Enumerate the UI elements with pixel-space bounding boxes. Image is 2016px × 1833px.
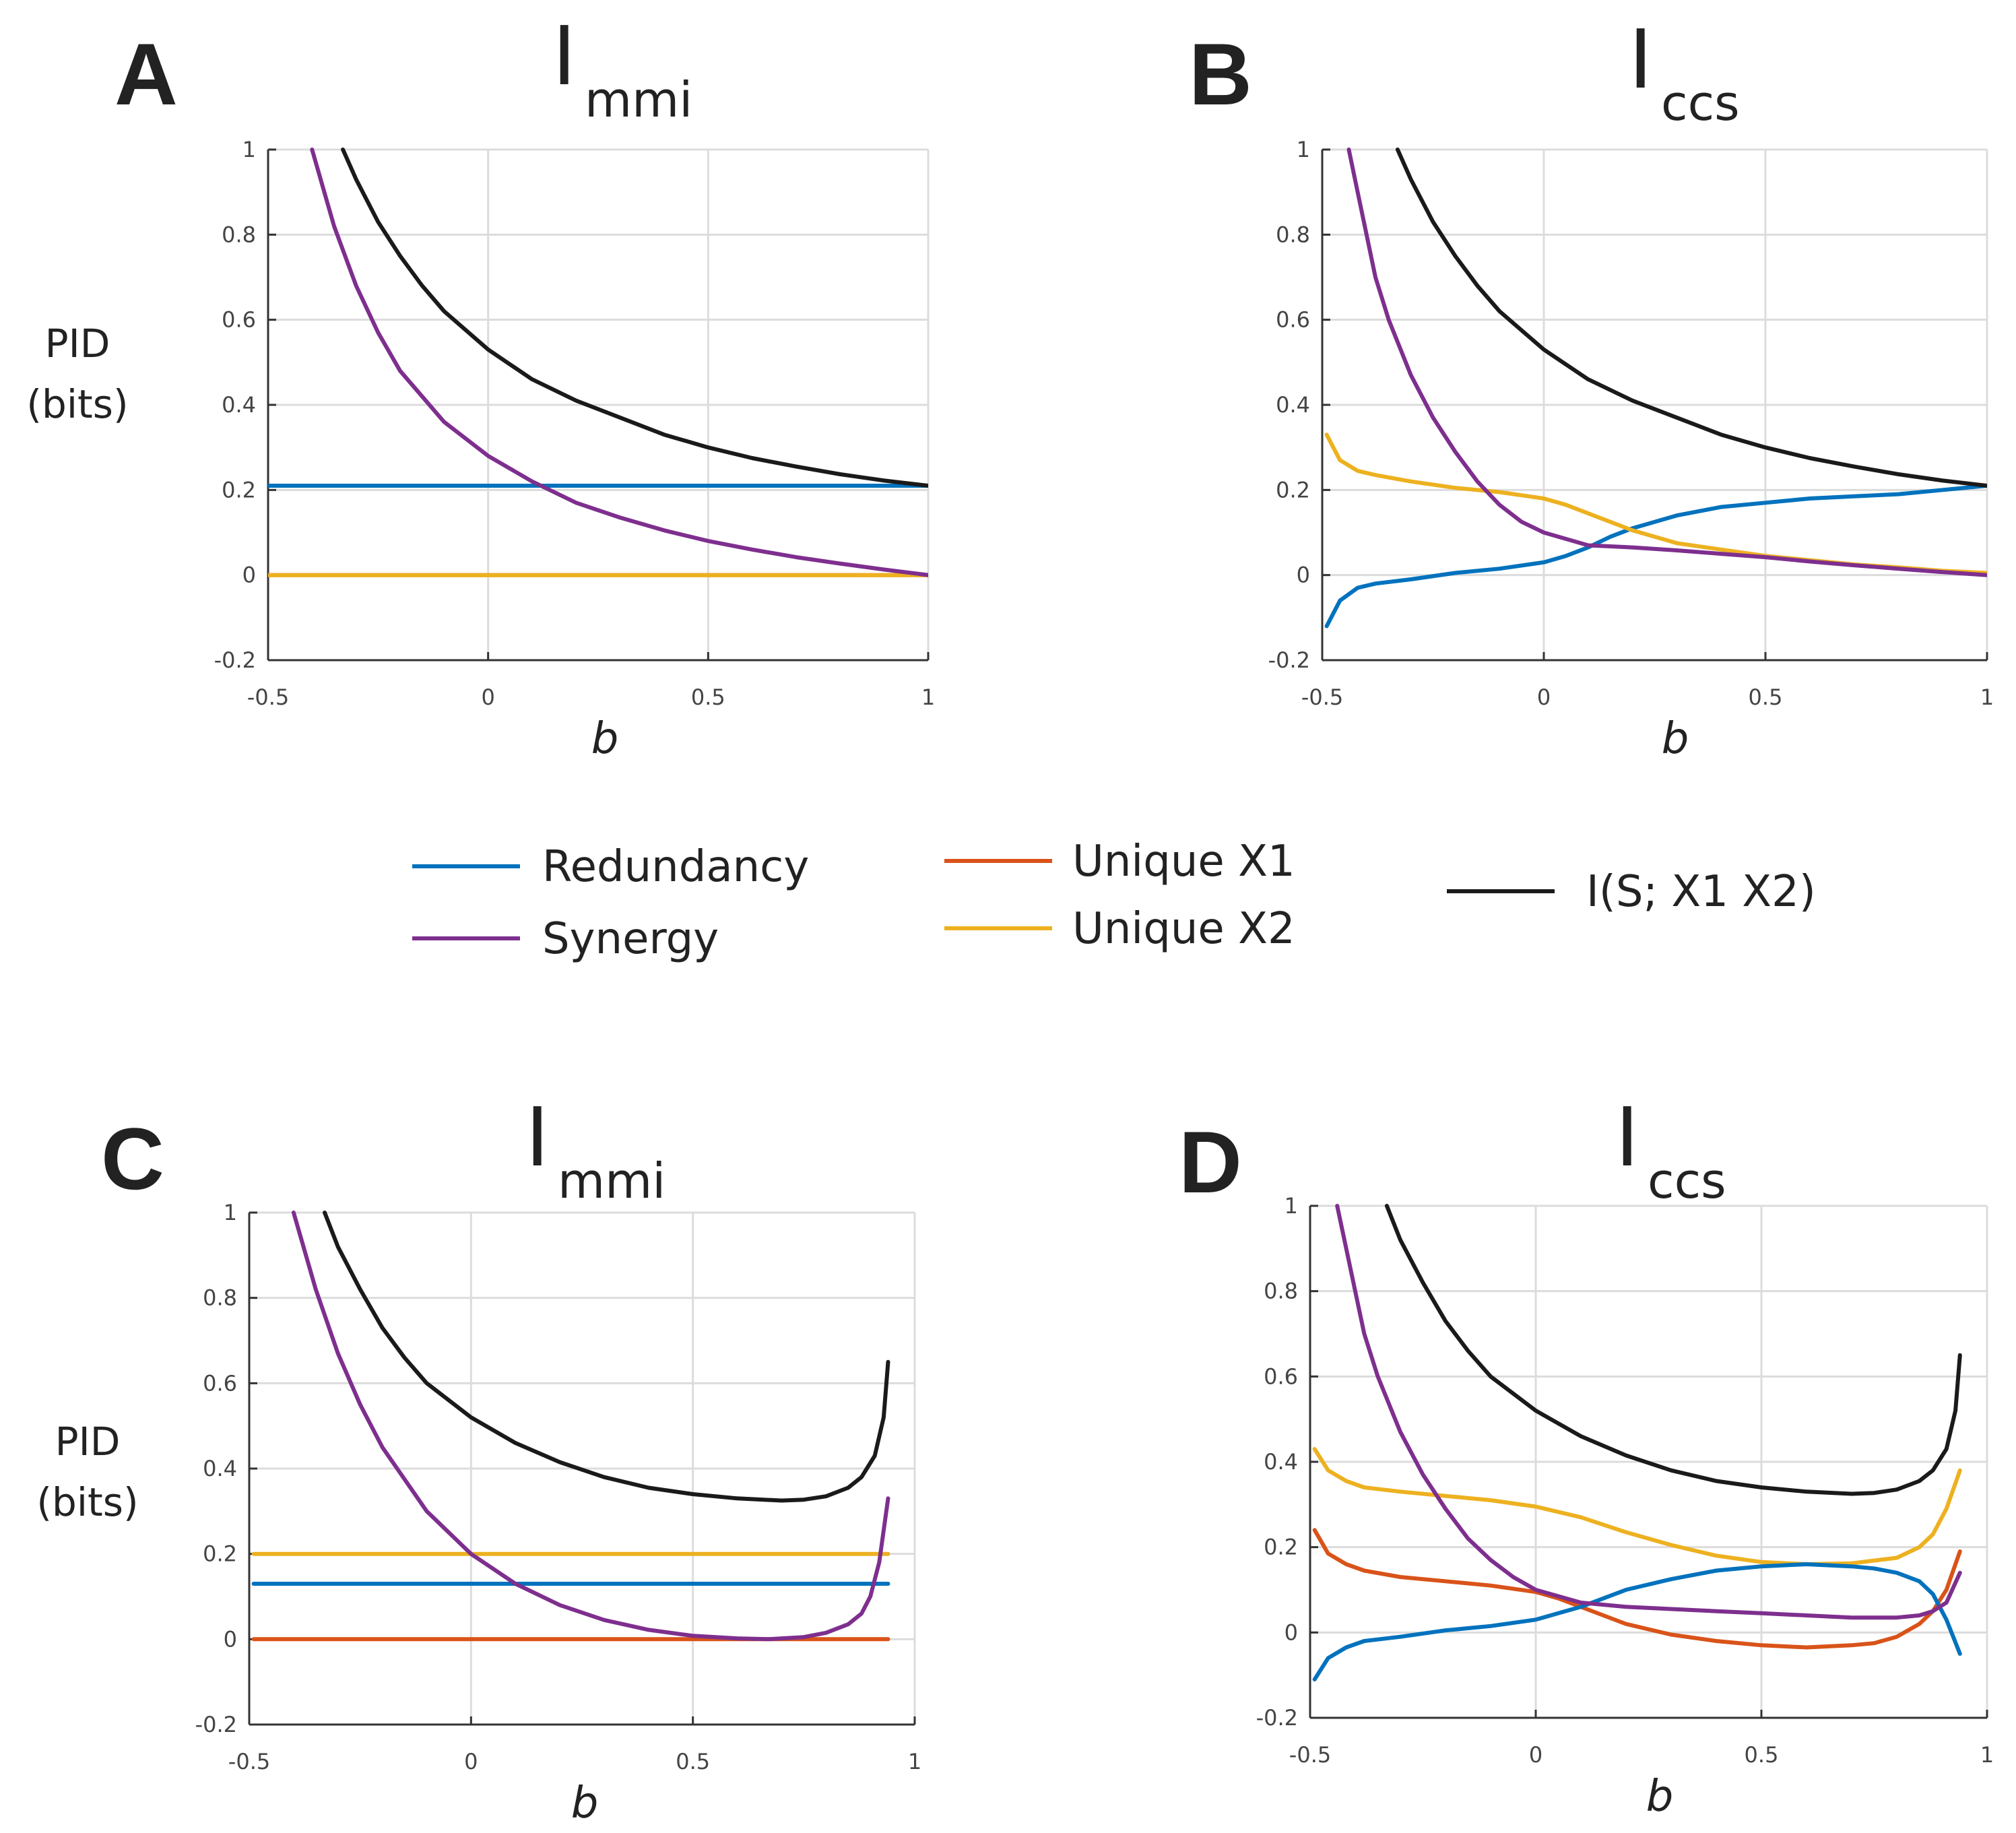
y-tick-label-a-5: 0.8 <box>222 222 256 247</box>
x-tick-label-b-3: 1 <box>1980 684 1994 710</box>
series-line-d-synergy <box>1335 1204 1962 1620</box>
series-line-b-synergy <box>1346 148 1987 577</box>
legend-label-total: I(S; X1 X2) <box>1586 867 1816 917</box>
x-tick-label-b-2: 0.5 <box>1749 684 1783 710</box>
x-tick-label-b-0: -0.5 <box>1301 684 1343 710</box>
y-tick-label-c-2: 0.2 <box>203 1541 237 1567</box>
y-tick-label-c-4: 0.6 <box>203 1370 237 1396</box>
y-tick-label-d-6: 1 <box>1285 1193 1298 1219</box>
series-line-b-redundancy <box>1324 484 1987 629</box>
y-axis-label-line-a-0: PID <box>45 321 110 366</box>
x-tick-label-d-0: -0.5 <box>1289 1742 1331 1768</box>
y-tick-label-d-1: 0 <box>1285 1619 1298 1645</box>
y-tick-label-a-2: 0.2 <box>222 477 256 503</box>
series-line-a-total <box>341 148 928 488</box>
series-line-b-unique-x2 <box>1324 432 1987 575</box>
y-tick-label-c-5: 0.8 <box>203 1285 237 1311</box>
series-line-d-unique-x1 <box>1312 1528 1962 1650</box>
x-tick-label-c-1: 0 <box>464 1749 478 1774</box>
series-line-d-total <box>1384 1204 1962 1496</box>
legend: Redundancy Synergy Unique X1 Unique X2 I… <box>412 837 1816 964</box>
x-tick-label-c-3: 1 <box>908 1749 921 1774</box>
y-tick-label-d-0: -0.2 <box>1256 1705 1298 1731</box>
x-tick-label-c-2: 0.5 <box>676 1749 710 1774</box>
x-tick-label-d-1: 0 <box>1529 1742 1542 1768</box>
x-tick-label-a-2: 0.5 <box>691 684 725 710</box>
y-tick-label-b-5: 0.8 <box>1276 222 1310 247</box>
y-tick-label-a-4: 0.6 <box>222 307 256 333</box>
y-tick-label-b-3: 0.4 <box>1276 392 1310 418</box>
x-tick-label-c-0: -0.5 <box>228 1749 270 1774</box>
panel-title-b: I <box>1629 13 1652 107</box>
y-tick-label-c-1: 0 <box>224 1626 237 1652</box>
legend-item-redundancy: Redundancy <box>412 842 809 892</box>
x-tick-label-d-3: 1 <box>1980 1742 1994 1768</box>
panel-title-sub-c: mmi <box>558 1153 665 1209</box>
y-axis-label-a: PID (bits) <box>26 321 128 427</box>
x-tick-label-d-2: 0.5 <box>1745 1742 1779 1768</box>
legend-item-total: I(S; X1 X2) <box>1447 867 1816 917</box>
panel-title-sub-a: mmi <box>585 71 692 128</box>
x-tick-label-a-1: 0 <box>481 684 494 710</box>
y-tick-label-d-2: 0.2 <box>1264 1535 1298 1560</box>
x-axis-label-d: b <box>1646 1772 1674 1822</box>
legend-label-redundancy: Redundancy <box>542 842 809 892</box>
legend-item-synergy: Synergy <box>412 914 719 964</box>
y-tick-label-c-3: 0.4 <box>203 1456 237 1481</box>
x-axis-label-b: b <box>1662 714 1689 764</box>
y-tick-label-c-6: 1 <box>224 1200 237 1225</box>
y-tick-label-a-0: -0.2 <box>214 647 256 673</box>
y-tick-label-d-4: 0.6 <box>1264 1363 1298 1389</box>
legend-label-unique-x1: Unique X1 <box>1072 837 1295 887</box>
y-tick-label-b-2: 0.2 <box>1276 477 1310 503</box>
y-tick-label-a-1: 0 <box>242 562 256 588</box>
x-tick-label-b-1: 0 <box>1537 684 1551 710</box>
legend-label-synergy: Synergy <box>542 914 719 964</box>
y-tick-label-b-6: 1 <box>1297 137 1310 162</box>
series-line-c-synergy <box>291 1211 890 1642</box>
y-tick-label-d-5: 0.8 <box>1264 1279 1298 1304</box>
y-axis-label-line-c-0: PID <box>55 1419 121 1465</box>
series-line-b-total <box>1395 148 1987 488</box>
panel-label-a: A <box>115 25 178 123</box>
series-line-c-total <box>323 1211 890 1503</box>
y-axis-label-line-a-1: (bits) <box>26 381 128 427</box>
y-tick-label-d-3: 0.4 <box>1264 1449 1298 1475</box>
y-axis-label-c: PID (bits) <box>36 1419 138 1525</box>
panel-title-sub-d: ccs <box>1648 1153 1726 1209</box>
legend-label-unique-x2: Unique X2 <box>1072 904 1295 954</box>
series-line-a-synergy <box>310 148 928 577</box>
y-tick-label-c-0: -0.2 <box>195 1712 237 1737</box>
legend-item-unique-x1: Unique X1 <box>944 837 1295 887</box>
x-axis-label-c: b <box>571 1778 599 1828</box>
y-axis-label-line-c-1: (bits) <box>36 1479 138 1525</box>
panel-label-b: B <box>1189 25 1252 123</box>
y-tick-label-a-6: 1 <box>242 137 256 162</box>
series-line-d-redundancy <box>1312 1562 1962 1681</box>
panel-label-c: C <box>101 1110 164 1208</box>
series-line-d-unique-x2 <box>1312 1447 1962 1566</box>
x-tick-label-a-3: 1 <box>921 684 935 710</box>
y-tick-label-a-3: 0.4 <box>222 392 256 418</box>
legend-item-unique-x2: Unique X2 <box>944 904 1295 954</box>
x-tick-label-a-0: -0.5 <box>247 684 289 710</box>
y-tick-label-b-1: 0 <box>1297 562 1310 588</box>
x-axis-label-a: b <box>591 714 619 764</box>
y-tick-label-b-4: 0.6 <box>1276 307 1310 333</box>
panel-title-a: I <box>552 10 576 104</box>
y-tick-label-b-0: -0.2 <box>1268 647 1310 673</box>
panel-title-c: I <box>525 1091 549 1185</box>
panel-label-d: D <box>1179 1113 1242 1211</box>
panel-title-sub-b: ccs <box>1661 75 1740 131</box>
panel-title-d: I <box>1615 1091 1639 1185</box>
